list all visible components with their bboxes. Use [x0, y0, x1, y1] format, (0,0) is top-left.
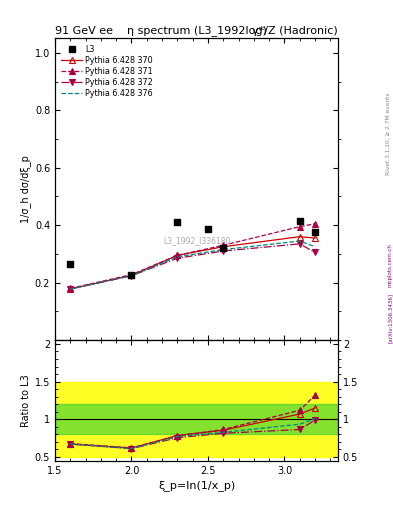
- Point: [205, 225, 211, 233]
- Point: [174, 218, 180, 226]
- Title: η spectrum (L3_1992log): η spectrum (L3_1992log): [127, 25, 266, 36]
- Bar: [55, 381, 338, 457]
- Text: mcplots.cern.ch: mcplots.cern.ch: [387, 243, 393, 287]
- Text: Rivet 3.1.10, ≥ 2.7M events: Rivet 3.1.10, ≥ 2.7M events: [386, 93, 391, 176]
- Point: [220, 244, 226, 252]
- Point: [67, 260, 73, 268]
- Point: [297, 217, 303, 225]
- X-axis label: ξ_p=ln(1/x_p): ξ_p=ln(1/x_p): [158, 480, 235, 490]
- Point: [312, 228, 318, 237]
- Point: [129, 271, 135, 280]
- Legend: L3, Pythia 6.428 370, Pythia 6.428 371, Pythia 6.428 372, Pythia 6.428 376: L3, Pythia 6.428 370, Pythia 6.428 371, …: [59, 42, 155, 100]
- Y-axis label: Ratio to L3: Ratio to L3: [20, 374, 31, 427]
- Text: 91 GeV ee: 91 GeV ee: [55, 26, 113, 36]
- Text: L3_1992_I336180: L3_1992_I336180: [163, 236, 230, 245]
- Y-axis label: 1/σ_h dσ/dξ_p: 1/σ_h dσ/dξ_p: [20, 155, 31, 223]
- Text: [arXiv:1306.3436]: [arXiv:1306.3436]: [387, 293, 393, 343]
- Bar: [55, 404, 338, 434]
- Text: γ*/Z (Hadronic): γ*/Z (Hadronic): [252, 26, 338, 36]
